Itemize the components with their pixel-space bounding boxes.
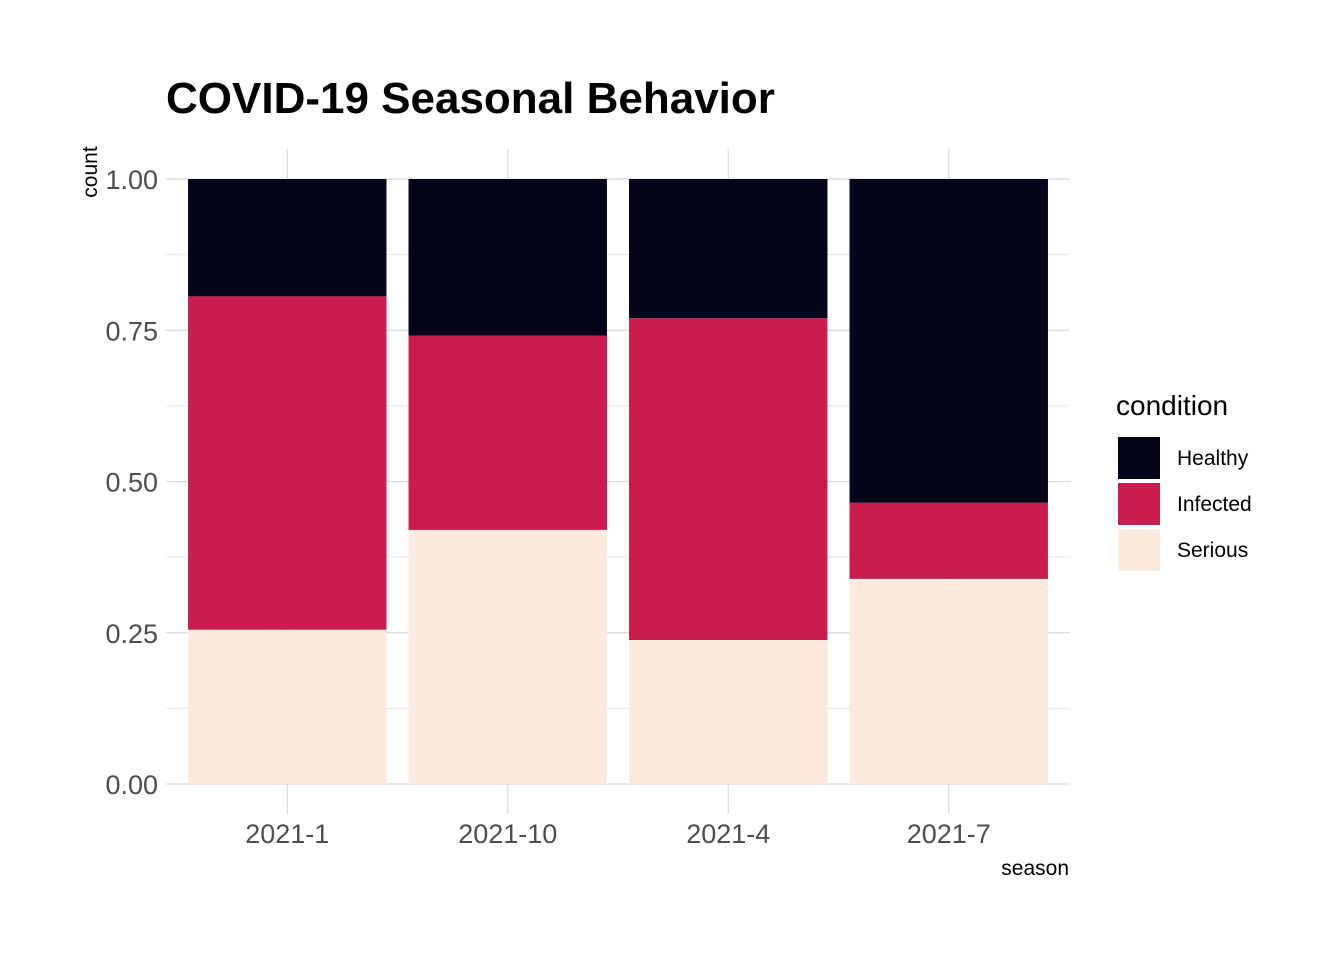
chart-title: COVID-19 Seasonal Behavior <box>166 74 775 123</box>
legend-swatch-healthy <box>1118 437 1160 479</box>
x-tick-label: 2021-1 <box>245 819 329 849</box>
bar-segment-infected-2021-1 <box>188 296 387 630</box>
x-tick-label: 2021-7 <box>907 819 991 849</box>
bar-segment-serious-2021-10 <box>408 529 607 784</box>
legend-label-infected: Infected <box>1177 493 1252 516</box>
legend-swatch-infected <box>1118 483 1160 525</box>
bar-segment-serious-2021-7 <box>849 578 1048 784</box>
x-axis-title: season <box>1001 857 1069 880</box>
y-tick-label: 0.25 <box>105 619 158 649</box>
legend: condition Healthy Infected Serious <box>1116 390 1252 571</box>
bar-segment-serious-2021-1 <box>188 629 387 784</box>
x-tick-label: 2021-10 <box>458 819 557 849</box>
y-tick-label: 0.50 <box>105 468 158 498</box>
y-tick-label: 0.75 <box>105 316 158 346</box>
y-axis-ticks: 0.00 0.25 0.50 0.75 1.00 <box>105 165 158 800</box>
bar-segment-infected-2021-10 <box>408 335 607 530</box>
bar-stacks <box>188 179 1048 784</box>
bar-segment-healthy-2021-10 <box>408 179 607 336</box>
legend-label-serious: Serious <box>1177 539 1248 562</box>
x-tick-label: 2021-4 <box>686 819 770 849</box>
bar-segment-serious-2021-4 <box>629 640 828 784</box>
legend-title: condition <box>1116 390 1228 421</box>
y-axis-title: count <box>79 146 102 198</box>
y-tick-label: 0.00 <box>105 770 158 800</box>
bar-segment-infected-2021-4 <box>629 318 828 641</box>
bar-segment-healthy-2021-7 <box>849 179 1048 503</box>
y-tick-label: 1.00 <box>105 165 158 195</box>
bar-segment-infected-2021-7 <box>849 502 1048 579</box>
legend-swatch-serious <box>1118 529 1160 571</box>
legend-label-healthy: Healthy <box>1177 447 1249 470</box>
bar-segment-healthy-2021-4 <box>629 179 828 319</box>
x-axis-ticks: 2021-1 2021-10 2021-4 2021-7 <box>245 819 991 849</box>
bar-segment-healthy-2021-1 <box>188 179 387 297</box>
